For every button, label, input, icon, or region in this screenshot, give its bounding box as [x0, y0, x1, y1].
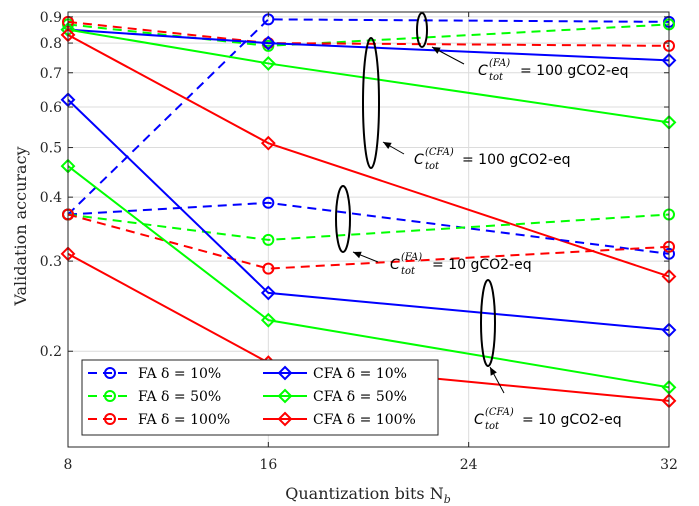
annotation-arrowhead [490, 367, 497, 376]
annotation-ellipse [335, 185, 351, 253]
legend-label: CFA δ = 10% [313, 366, 407, 382]
data-point [260, 35, 276, 51]
series-path [67, 201, 670, 255]
x-axis-label: Quantization bits Nb [285, 484, 450, 506]
data-point [262, 233, 275, 246]
legend-item: FA δ = 10% [88, 366, 221, 382]
legend-swatch-marker [104, 390, 116, 402]
annotation-ellipse [480, 279, 496, 367]
annotation-label: C (CFA) tot = 100 gCO2-eq [414, 147, 571, 172]
annotation-label: C (FA) tot = 100 gCO2-eq [478, 58, 629, 83]
x-tick-label: 16 [259, 457, 277, 473]
y-axis-label: Validation accuracy [11, 146, 30, 306]
series-path [67, 23, 670, 47]
annotation-symbol: C [390, 257, 400, 273]
legend-box [81, 359, 439, 436]
annotation-symbol: C [478, 63, 488, 79]
y-tick-label: 0.5 [40, 141, 62, 157]
legend-label: CFA δ = 50% [313, 389, 407, 405]
legend: FA δ = 10% CFA δ = 10% FA δ = 50% CFA δ = 5… [81, 359, 439, 436]
y-tick-label: 0.4 [40, 190, 62, 206]
y-tick-label: 0.8 [40, 36, 62, 52]
legend-label: FA δ = 10% [138, 366, 221, 382]
annotation-ellipses [335, 12, 505, 394]
y-tick-label: 0.7 [40, 66, 62, 82]
annotation-arrowhead [432, 47, 441, 54]
tick-labels: 8 16 24 32 0.2 0.3 0.4 0.5 0.6 0.7 0.8 0.9 [40, 10, 678, 473]
x-axis-label-main: Quantization bits N [285, 484, 443, 503]
x-tick-label: 24 [460, 457, 478, 473]
y-tick-label: 0.3 [40, 254, 62, 270]
legend-item: CFA δ = 50% [263, 388, 407, 405]
annotation-subscript: tot [401, 266, 416, 277]
legend-swatch-marker [104, 367, 116, 379]
data-point [262, 196, 275, 209]
data-point [260, 56, 276, 71]
series-path [67, 213, 670, 241]
annotation-symbol: C [474, 412, 484, 428]
legend-swatch-marker [104, 413, 116, 425]
series-path [67, 34, 670, 278]
annotation-superscript: (CFA) [425, 147, 454, 158]
legend-item: CFA δ = 10% [263, 365, 407, 382]
annotation-ellipse [362, 37, 380, 169]
annotation-superscript: (FA) [401, 252, 422, 263]
x-tick-label: 8 [64, 457, 73, 473]
legend-item: FA δ = 100% [88, 412, 230, 428]
legend-label: CFA δ = 100% [313, 412, 416, 428]
annotation-symbol: C [414, 152, 424, 168]
annotation-superscript: (FA) [489, 58, 510, 69]
annotation-arrowhead [353, 251, 362, 259]
annotation-value: = 100 gCO2-eq [462, 152, 571, 168]
series-path [67, 28, 670, 124]
legend-label: FA δ = 100% [138, 412, 230, 428]
annotation-label: C (FA) tot = 10 gCO2-eq [390, 252, 532, 277]
annotation-arrowhead [383, 142, 392, 150]
x-tick-label: 32 [660, 457, 678, 473]
legend-label: FA δ = 50% [138, 389, 221, 405]
annotation-subscript: tot [485, 421, 500, 432]
legend-item: FA δ = 50% [88, 389, 221, 405]
x-axis-label-subscript: b [444, 493, 451, 506]
annotation-ellipse [416, 12, 428, 48]
annotation-subscript: tot [425, 161, 440, 172]
annotation-value: = 10 gCO2-eq [522, 412, 622, 428]
annotation-value: = 10 gCO2-eq [432, 257, 532, 273]
annotation-value: = 100 gCO2-eq [520, 63, 629, 79]
annotation-subscript: tot [489, 72, 504, 83]
series-path [67, 18, 670, 216]
annotation-superscript: (CFA) [485, 407, 514, 418]
data-point [260, 312, 276, 328]
annotation-label: C (CFA) tot = 10 gCO2-eq [474, 407, 622, 432]
y-tick-label: 0.2 [40, 344, 62, 360]
annotations: C (FA)tot = 100 gCO2-eqC (CFA)tot = 100 gCO2… [390, 58, 629, 432]
series-path [67, 28, 670, 62]
data-point [260, 285, 276, 301]
legend-item: CFA δ = 100% [263, 411, 416, 428]
data-point [260, 135, 276, 151]
y-tick-label: 0.6 [40, 100, 62, 116]
axes [67, 11, 670, 448]
legend-swatch-marker [277, 388, 293, 404]
data-point [262, 262, 275, 275]
y-tick-label: 0.9 [40, 10, 62, 26]
legend-swatch-marker [277, 411, 293, 427]
series-path [67, 99, 670, 332]
legend-swatch-marker [277, 365, 293, 381]
series-path [67, 165, 670, 389]
plot-frame [67, 11, 670, 448]
